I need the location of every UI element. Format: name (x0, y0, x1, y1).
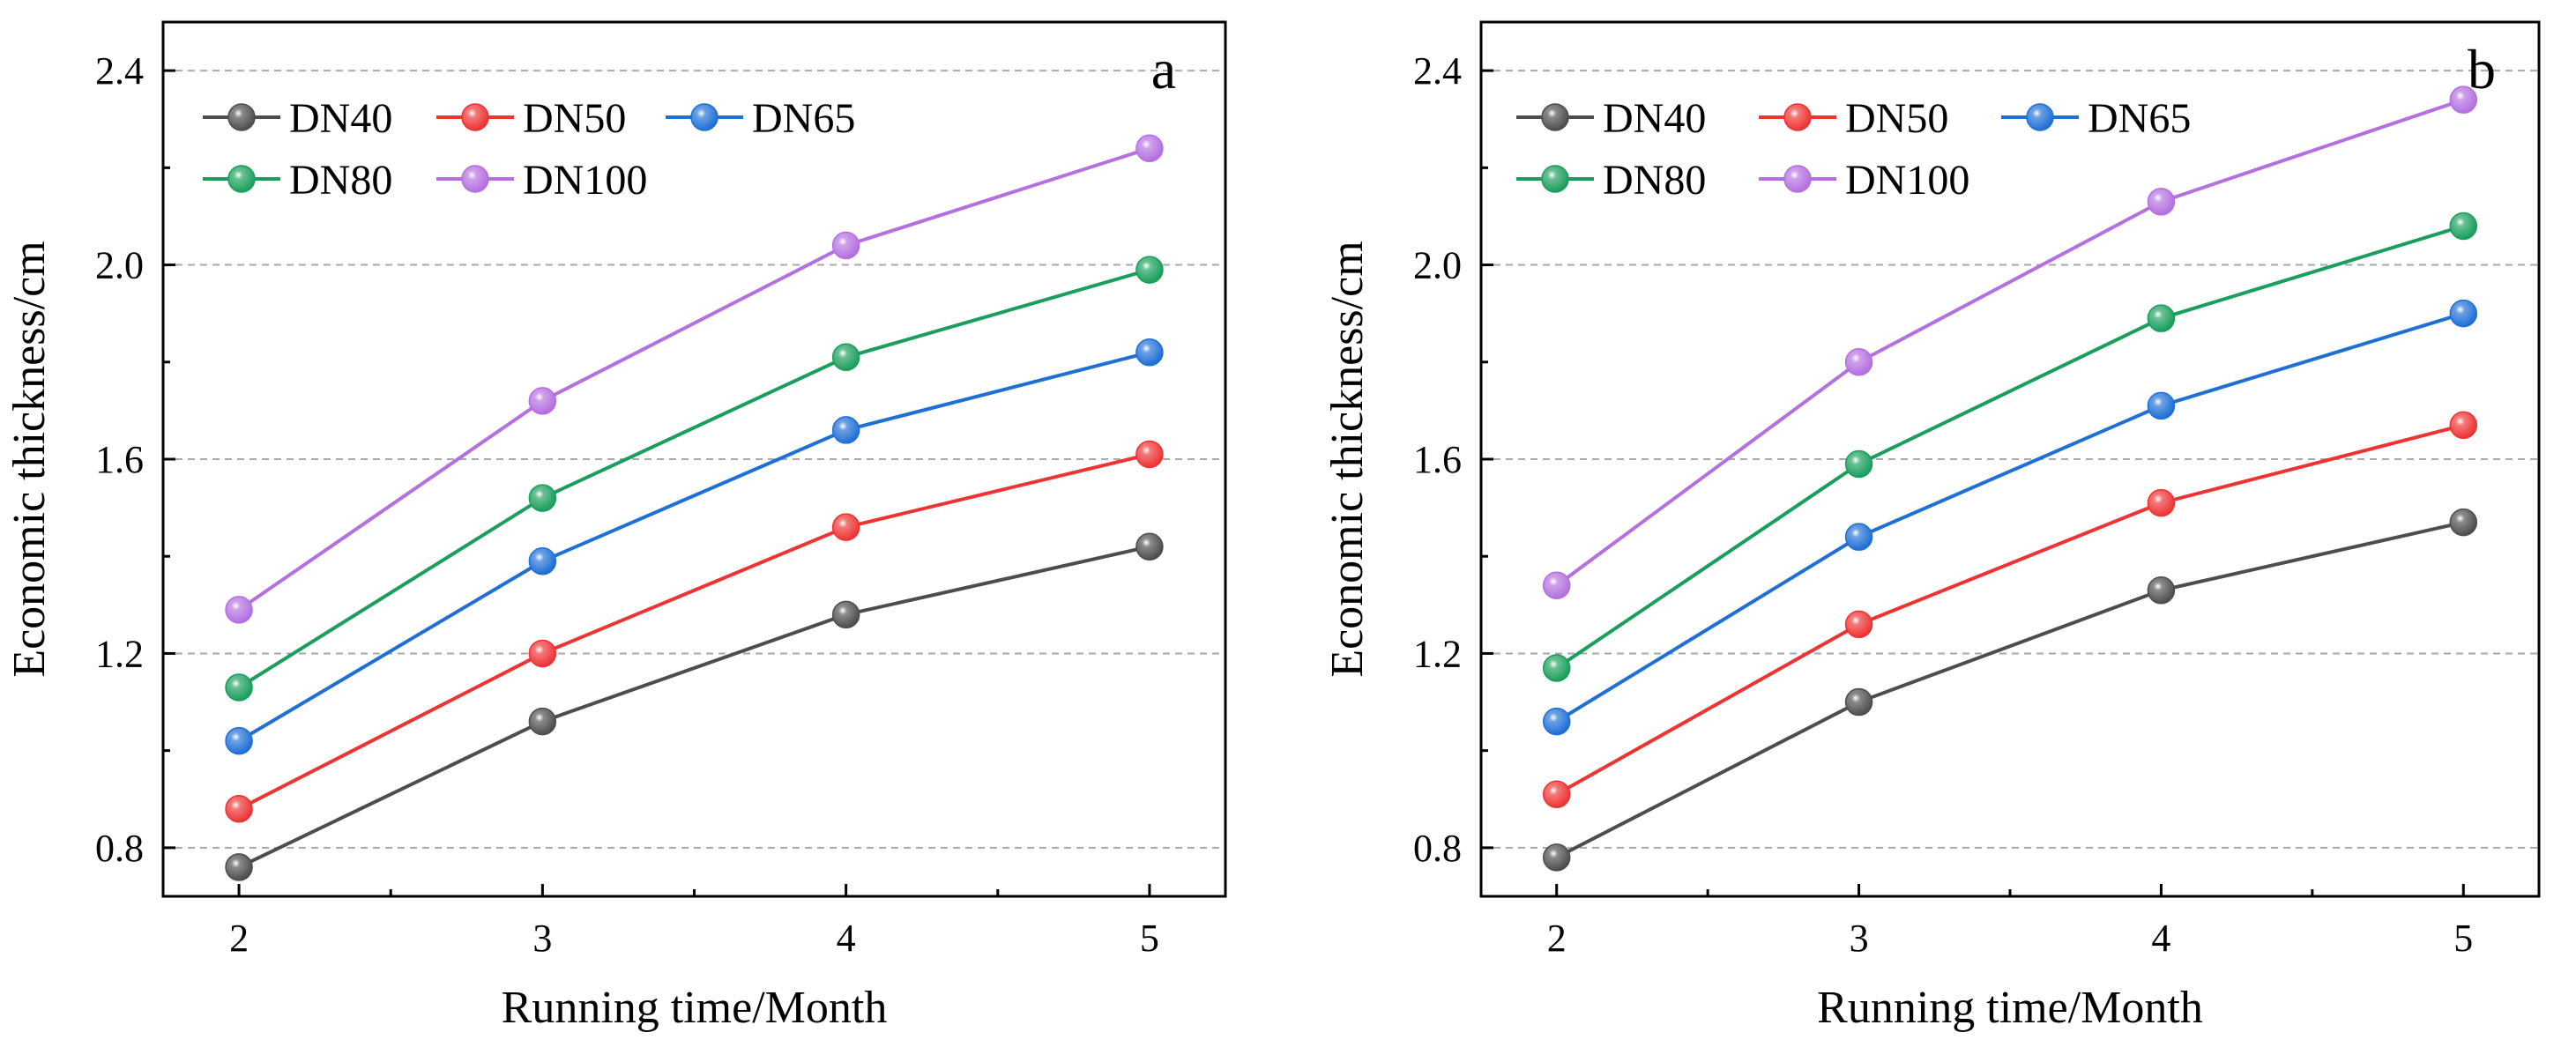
x-tick-label-a-2: 2 (229, 917, 249, 960)
legend-label-b-dn50: DN50 (1845, 95, 1948, 142)
data-point-a-dn100-3 (528, 387, 557, 415)
legend-label-a-dn100: DN100 (523, 157, 647, 204)
data-point-b-dn50-5 (2449, 411, 2478, 440)
data-point-b-dn40-4 (2147, 576, 2176, 605)
y-tick-label-a-1.2: 1.2 (95, 632, 144, 675)
data-point-a-dn100-2 (225, 596, 253, 624)
legend-marker-b-dn50 (1783, 103, 1812, 131)
data-point-a-dn50-3 (528, 639, 557, 668)
data-point-a-dn40-5 (1135, 532, 1164, 561)
data-point-b-dn65-3 (1844, 523, 1873, 551)
data-point-b-dn80-5 (2449, 212, 2478, 241)
data-point-b-dn50-2 (1542, 780, 1571, 809)
legend-label-a-dn80: DN80 (289, 157, 392, 204)
data-point-a-dn50-4 (831, 513, 860, 541)
legend-marker-a-dn100 (461, 165, 489, 193)
legend-marker-b-dn40 (1541, 103, 1569, 131)
data-point-b-dn65-4 (2147, 391, 2176, 420)
legend-marker-b-dn65 (2026, 103, 2054, 131)
data-point-b-dn100-5 (2449, 85, 2478, 114)
data-point-a-dn65-2 (225, 726, 253, 755)
data-point-b-dn100-2 (1542, 571, 1571, 600)
legend-marker-a-dn80 (227, 165, 256, 193)
legend-label-a-dn65: DN65 (752, 95, 855, 142)
data-point-b-dn65-2 (1542, 707, 1571, 736)
legend-label-b-dn65: DN65 (2088, 95, 2191, 142)
data-point-a-dn80-2 (225, 673, 253, 702)
y-axis-title-b: Economic thickness/cm (1322, 241, 1373, 677)
y-tick-label-a-0.8: 0.8 (95, 827, 144, 870)
data-point-b-dn50-4 (2147, 488, 2176, 517)
y-tick-label-a-1.6: 1.6 (95, 438, 144, 481)
legend-label-a-dn50: DN50 (523, 95, 626, 142)
series-line-b-dn100 (1555, 98, 2464, 587)
data-point-a-dn40-4 (831, 600, 860, 629)
panel-label-a: a (1151, 38, 1176, 100)
data-point-a-dn40-3 (528, 707, 557, 736)
legend-label-b-dn40: DN40 (1603, 95, 1706, 142)
data-point-a-dn65-4 (831, 416, 860, 444)
x-tick-label-b-3: 3 (1850, 917, 1869, 960)
series-line-a-dn65 (238, 350, 1150, 743)
data-point-b-dn100-4 (2147, 188, 2176, 216)
data-point-a-dn100-4 (831, 231, 860, 260)
data-point-a-dn40-2 (225, 853, 253, 881)
x-tick-label-b-5: 5 (2453, 917, 2473, 960)
series-line-b-dn65 (1555, 311, 2464, 724)
data-point-a-dn65-5 (1135, 338, 1164, 367)
series-line-a-dn40 (238, 545, 1150, 869)
y-tick-label-b-0.8: 0.8 (1413, 827, 1462, 870)
data-point-b-dn80-4 (2147, 304, 2176, 332)
y-tick-label-b-2.0: 2.0 (1413, 244, 1462, 287)
legend-marker-b-dn80 (1541, 165, 1569, 193)
y-axis-title-a: Economic thickness/cm (4, 241, 55, 677)
data-point-a-dn100-5 (1135, 134, 1164, 163)
y-tick-label-b-1.6: 1.6 (1413, 438, 1462, 481)
data-point-b-dn40-3 (1844, 687, 1873, 717)
data-point-b-dn100-3 (1844, 348, 1873, 376)
series-line-a-dn100 (237, 146, 1150, 612)
legend-marker-b-dn100 (1783, 165, 1812, 193)
y-tick-label-b-1.2: 1.2 (1413, 632, 1462, 675)
y-tick-label-a-2.0: 2.0 (95, 244, 144, 287)
x-axis-title-b: Running time/Month (1817, 983, 2203, 1033)
x-tick-label-a-5: 5 (1140, 917, 1159, 960)
legend-marker-a-dn50 (461, 103, 489, 131)
data-point-a-dn65-3 (528, 546, 557, 576)
legend-label-b-dn80: DN80 (1603, 157, 1706, 204)
data-point-a-dn80-5 (1135, 256, 1164, 284)
x-tick-label-b-4: 4 (2151, 917, 2170, 960)
legend-marker-a-dn40 (227, 103, 256, 131)
chart-panel-a: 0.8 1.2 1.6 2.0 2.4 2 3 4 5 Running time/Month Eco… (4, 20, 1227, 1033)
data-point-b-dn65-5 (2449, 299, 2478, 328)
data-point-a-dn80-3 (528, 484, 557, 512)
data-point-a-dn50-5 (1135, 440, 1164, 469)
plot-frame-b (1479, 20, 2541, 898)
legend-label-b-dn100: DN100 (1845, 157, 1969, 204)
data-point-b-dn50-3 (1844, 610, 1873, 639)
data-point-b-dn40-2 (1542, 843, 1571, 872)
x-tick-label-a-4: 4 (837, 917, 856, 960)
data-point-b-dn40-5 (2449, 508, 2478, 537)
data-point-b-dn80-3 (1844, 449, 1873, 479)
legend-a: DN40 DN50 DN65 DN80 DN100 (203, 95, 855, 204)
data-point-b-dn80-2 (1542, 654, 1571, 682)
series-line-b-dn50 (1555, 423, 2464, 797)
chart-panel-b: 0.8 1.2 1.6 2.0 2.4 2 3 4 5 Running time/Month Eco… (1322, 20, 2541, 1033)
legend-marker-a-dn65 (690, 103, 718, 131)
legend-label-a-dn40: DN40 (289, 95, 392, 142)
x-tick-label-a-3: 3 (532, 917, 552, 960)
y-tick-label-a-2.4: 2.4 (95, 49, 144, 93)
data-point-a-dn50-2 (225, 795, 253, 823)
x-axis-title-a: Running time/Month (502, 983, 888, 1033)
series-line-a-dn50 (238, 452, 1150, 811)
legend-b: DN40 DN50 DN65 DN80 DN100 (1516, 95, 2191, 204)
series-line-a-dn80 (238, 268, 1150, 689)
x-tick-label-b-2: 2 (1547, 917, 1567, 960)
series-line-b-dn80 (1555, 224, 2464, 670)
series-line-b-dn40 (1555, 520, 2464, 859)
y-tick-label-b-2.4: 2.4 (1413, 49, 1462, 93)
data-point-a-dn80-4 (831, 343, 860, 372)
